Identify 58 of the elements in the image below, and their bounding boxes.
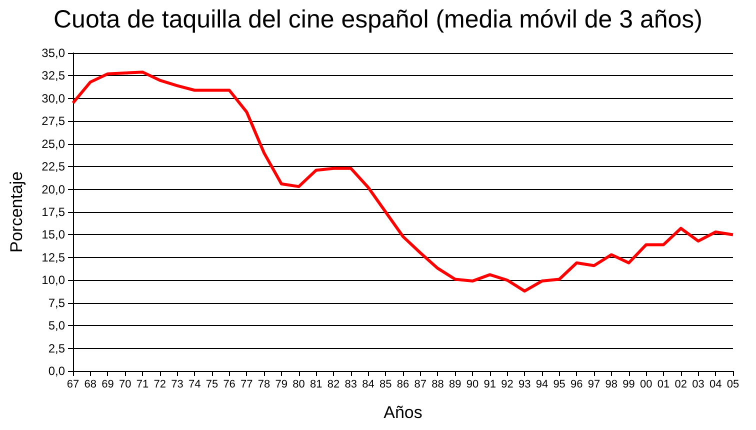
x-tick-label: 04 (710, 378, 722, 390)
x-tick-label: 93 (518, 378, 531, 390)
line-series (72, 70, 734, 293)
x-tick-label: 98 (605, 378, 618, 390)
y-tick-label: 5,0 (48, 318, 66, 333)
x-tick-label: 73 (171, 378, 184, 390)
x-tick-label: 70 (118, 378, 132, 390)
x-tick-label: 67 (66, 378, 80, 390)
x-tick-label: 75 (206, 378, 218, 390)
x-tick-label: 92 (501, 378, 514, 390)
x-tick-label: 03 (692, 378, 704, 390)
y-tick-label: 30,0 (42, 91, 66, 106)
x-tick-label: 71 (136, 378, 149, 390)
y-tick-label: 27,5 (42, 114, 66, 128)
y-tick-label: 2,5 (48, 341, 66, 356)
x-tick-label: 97 (588, 378, 600, 390)
y-tick-label: 32,5 (42, 68, 66, 83)
y-tick-label: 12,5 (42, 250, 66, 264)
x-tick-label: 96 (570, 378, 583, 390)
x-tick-label: 76 (223, 378, 236, 390)
x-tick-label: 78 (258, 378, 270, 390)
x-tick-label: 01 (657, 378, 670, 390)
x-tick-label: 81 (310, 378, 322, 390)
x-tick-label: 69 (102, 378, 114, 390)
x-tick-label: 91 (484, 378, 496, 390)
x-tick-label: 87 (414, 378, 426, 390)
x-tick-label: 74 (188, 378, 201, 390)
x-tick-label: 68 (84, 378, 96, 390)
x-tick-label: 77 (240, 378, 253, 390)
x-tick-label: 05 (726, 378, 740, 390)
y-tick-label: 15,0 (42, 228, 66, 242)
x-tick-label: 90 (466, 378, 479, 390)
chart-title: Cuota de taquilla del cine español (media móvil de 3 años) (54, 6, 702, 34)
y-tick-label: 35,0 (42, 46, 66, 60)
x-tick-label: 00 (640, 378, 652, 390)
y-tick-label: 10,0 (42, 273, 66, 288)
x-tick-label: 85 (380, 378, 392, 390)
y-axis-title: Porcentaje (7, 171, 26, 253)
x-tick-label: 88 (432, 378, 444, 390)
y-tick-label: 0,0 (48, 364, 66, 378)
x-tick-label: 89 (448, 378, 462, 390)
x-axis-title: Años (384, 403, 422, 422)
x-tick-label: 95 (553, 378, 566, 390)
y-tick-label: 20,0 (42, 182, 66, 196)
x-tick-label: 72 (154, 378, 166, 390)
y-tick-label: 7,5 (48, 296, 66, 310)
x-tick-label: 94 (536, 378, 548, 390)
y-tick-label: 25,0 (42, 136, 66, 151)
x-tick-label: 80 (292, 378, 305, 390)
x-tick-label: 79 (275, 378, 288, 390)
x-tick-label: 02 (674, 378, 688, 390)
x-tick-label: 86 (396, 378, 410, 390)
y-tick-label: 17,5 (42, 205, 66, 219)
x-tick-label: 83 (344, 378, 358, 390)
x-tick-label: 84 (362, 378, 374, 390)
x-tick-label: 99 (622, 378, 635, 390)
y-tick-label: 22,5 (42, 160, 66, 174)
x-tick-label: 82 (327, 378, 340, 390)
